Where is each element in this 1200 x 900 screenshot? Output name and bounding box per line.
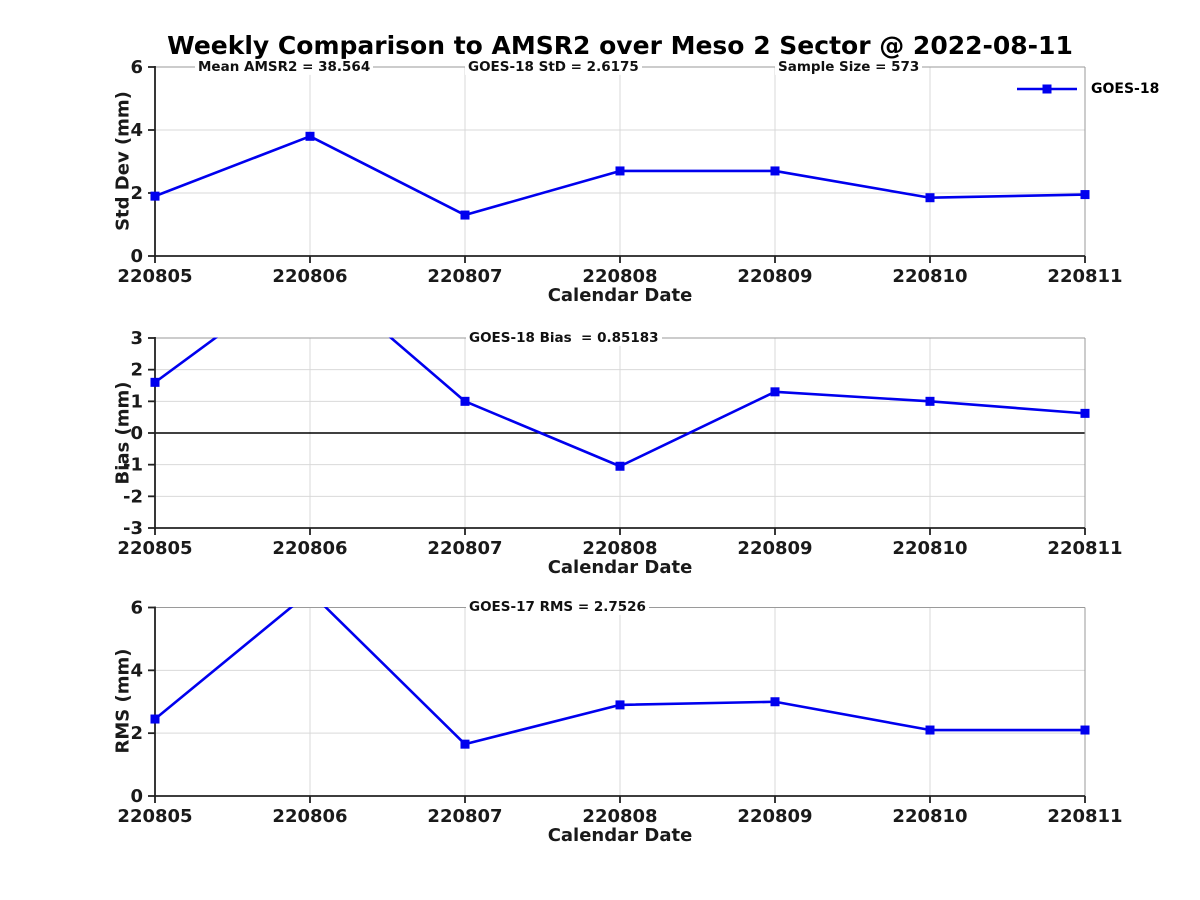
x-tick-label: 220806	[272, 538, 347, 559]
y-tick-label: 0	[130, 423, 143, 444]
y-tick-label: 4	[130, 120, 143, 141]
panel-rms: 220805 220806 220807 220808 220809 220810 2208…	[117, 598, 1122, 828]
data-point	[460, 739, 470, 749]
x-tick-label: 220806	[272, 266, 347, 287]
x-tick-label: 220810	[892, 266, 967, 287]
annotation-mean-amsr2: Mean AMSR2 = 38.564	[195, 58, 374, 76]
x-tick-label: 220808	[582, 266, 657, 287]
x-tick-label: 220808	[582, 806, 657, 827]
x-tick-label: 220810	[892, 538, 967, 559]
y-tick-label: 6	[130, 57, 143, 78]
x-tick-label: 220805	[117, 266, 192, 287]
x-tick-label: 220807	[427, 266, 502, 287]
data-point	[925, 193, 935, 203]
x-tick-label: 220808	[582, 538, 657, 559]
legend-line-swatch	[1017, 84, 1077, 94]
x-tick-label: 220807	[427, 538, 502, 559]
data-point	[460, 396, 470, 406]
panel-bias: 220805 220806 220807 220808 220809 220810 2208…	[117, 328, 1122, 559]
ylabel-rms: RMS (mm)	[112, 648, 134, 754]
panel-std-dev: 220805 220806 220807 220808 220809 220810 2208…	[117, 57, 1122, 287]
y-tick-label: 2	[130, 183, 143, 204]
y-tick-label: 6	[130, 598, 143, 619]
data-point	[150, 714, 160, 724]
xlabel-bias: Calendar Date	[547, 557, 693, 578]
x-tick-label: 220810	[892, 806, 967, 827]
legend: GOES-18	[1013, 79, 1159, 99]
annotation-goes18-std: GOES-18 StD = 2.6175	[465, 58, 642, 76]
annotation-goes18-bias: GOES-18 Bias = 0.85183	[466, 329, 662, 347]
data-point	[1080, 408, 1090, 418]
ylabel-std-dev: Std Dev (mm)	[112, 91, 134, 231]
xlabel-rms: Calendar Date	[547, 825, 693, 846]
data-point	[925, 725, 935, 735]
x-tick-label: 220809	[737, 266, 812, 287]
y-tick-label: -1	[123, 455, 143, 476]
data-point	[1080, 190, 1090, 200]
data-point	[770, 387, 780, 397]
y-tick-label: 2	[130, 360, 143, 381]
data-point	[615, 166, 625, 176]
data-point	[615, 700, 625, 710]
data-point	[305, 131, 315, 141]
xlabel-std-dev: Calendar Date	[547, 285, 693, 306]
x-tick-label: 220805	[117, 538, 192, 559]
chart-title: Weekly Comparison to AMSR2 over Meso 2 S…	[167, 31, 1073, 60]
y-tick-label: 0	[130, 786, 143, 807]
y-tick-label: -2	[123, 486, 143, 507]
y-tick-label: 1	[130, 391, 143, 412]
data-point	[925, 396, 935, 406]
data-point	[615, 461, 625, 471]
ylabel-bias: Bias (mm)	[112, 381, 134, 485]
x-tick-label: 220809	[737, 806, 812, 827]
y-tick-label: 3	[130, 328, 143, 349]
x-tick-label: 220809	[737, 538, 812, 559]
y-tick-label: 2	[130, 723, 143, 744]
y-tick-label: 0	[130, 246, 143, 267]
data-point	[150, 191, 160, 201]
data-point	[1080, 725, 1090, 735]
x-tick-label: 220807	[427, 806, 502, 827]
y-tick-label: 4	[130, 660, 143, 681]
annotation-goes17-rms: GOES-17 RMS = 2.7526	[466, 598, 649, 616]
annotation-sample-size: Sample Size = 573	[775, 58, 923, 76]
x-tick-label: 220811	[1047, 266, 1122, 287]
data-point	[460, 210, 470, 220]
x-tick-label: 220811	[1047, 806, 1122, 827]
y-tick-label: -3	[123, 518, 143, 539]
x-tick-label: 220806	[272, 806, 347, 827]
data-point	[150, 377, 160, 387]
data-point	[770, 697, 780, 707]
data-point	[770, 166, 780, 176]
x-tick-label: 220811	[1047, 538, 1122, 559]
legend-label: GOES-18	[1091, 81, 1160, 97]
x-tick-label: 220805	[117, 806, 192, 827]
